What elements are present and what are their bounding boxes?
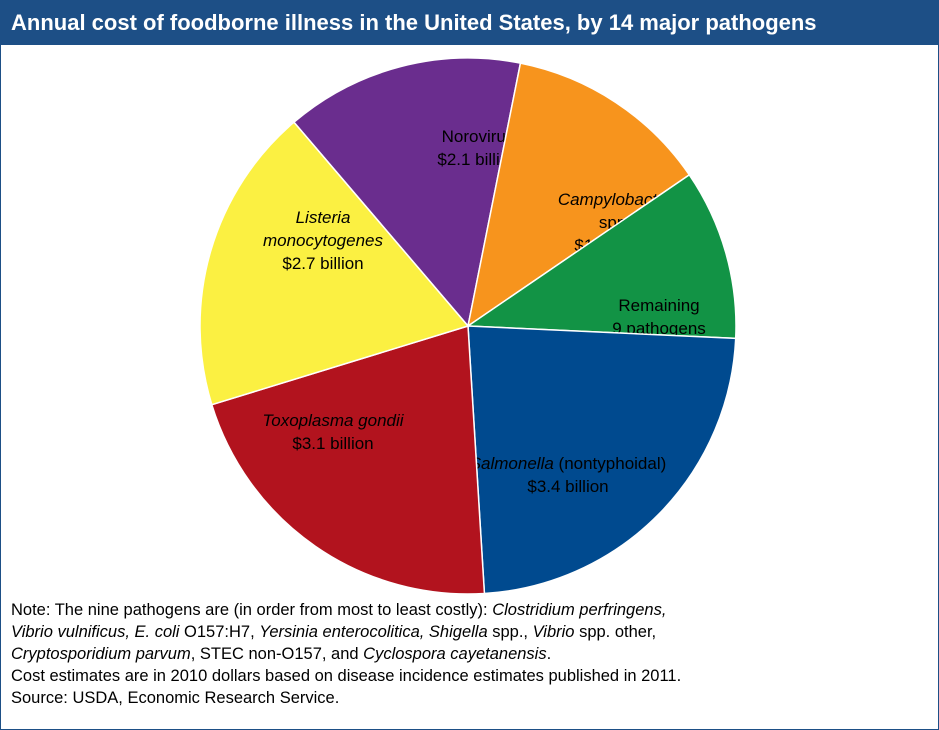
note-cost-basis: Cost estimates are in 2010 dollars based… — [11, 667, 682, 685]
pie-slice-salmonella — [467, 325, 737, 595]
note-text: , STEC non-O157, and — [190, 645, 364, 663]
pie-slice-listeria — [199, 121, 470, 406]
slice-value-label: $3.4 billion — [527, 477, 608, 496]
pie-slice-remaining — [465, 173, 737, 340]
note-pathogen: Vibrio vulnificus, — [11, 623, 130, 641]
note-pathogen: Yersinia enterocolitica, Shigella — [259, 623, 488, 641]
note-pathogen: E. coli — [134, 623, 180, 641]
note-pathogen: Vibrio — [532, 623, 575, 641]
note-text: O157:H7, — [179, 623, 260, 641]
note-pathogen: Cryptosporidium parvum — [11, 645, 191, 663]
note-text: . — [546, 645, 552, 663]
note-text: spp., — [487, 623, 533, 641]
slice-label-listeria: Listeria monocytogenes $2.7 billion — [263, 208, 384, 273]
note-text: spp. other, — [574, 623, 657, 641]
chart-title: Annual cost of foodborne illness in the … — [1, 1, 938, 45]
slice-label-toxoplasma: Toxoplasma gondii $3.1 billion — [262, 411, 404, 453]
note-source: Source: USDA, Economic Research Service. — [11, 689, 340, 707]
slice-value-label: $2.1 billion — [437, 150, 518, 169]
pie-slice-norovirus — [292, 57, 522, 328]
slice-value-label: $2.7 billion — [282, 254, 363, 273]
chart-notes: Note: The nine pathogens are (in order f… — [11, 599, 931, 709]
note-prefix: Note: The nine pathogens are (in order f… — [11, 601, 493, 619]
pie-chart: Norovirus$2.1 billionCampylobacterspp.$1… — [199, 57, 737, 595]
note-pathogen: Clostridium perfringens, — [492, 601, 667, 619]
pie-slice-toxoplasma — [210, 325, 486, 595]
note-pathogen: Cyclospora cayetanensis — [363, 645, 547, 663]
slice-label-salmonella: Salmonella (nontyphoidal) $3.4 billion — [470, 454, 667, 496]
note-pathogens: Note: The nine pathogens are (in order f… — [11, 599, 931, 665]
pie-slice-campylobacter — [466, 62, 691, 328]
slice-value-label: $3.1 billion — [292, 434, 373, 453]
slice-label-norovirus: Norovirus $2.1 billion — [437, 127, 518, 169]
